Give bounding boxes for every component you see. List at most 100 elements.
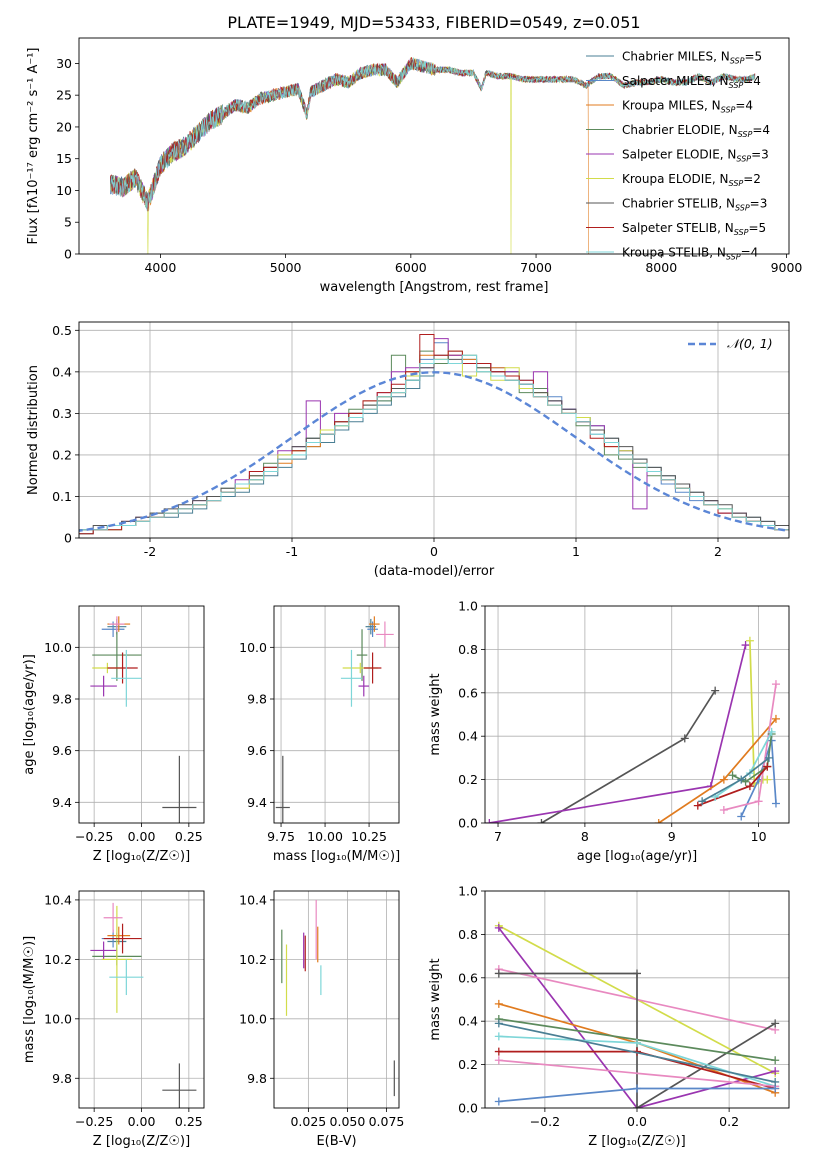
tick-label-y: 0.2 [52,447,72,462]
plus-marker [494,969,503,978]
plot-area [485,636,780,823]
errorbar-point [162,1063,197,1108]
plus-marker [719,775,728,784]
legend-label: Kroupa MILES, NSSP=4 [622,99,753,115]
tick-label-y: 10.4 [44,892,72,907]
age-vs-metallicity-panel: −0.25 0.00 0.25 9.4 9.6 9.8 10.0 Z [log₁₀(Z/Z☉)… [22,605,205,864]
plus-marker [633,1084,641,1093]
legend-label: Kroupa ELODIE, NSSP=2 [622,172,761,188]
tick-label-x: 0.25 [175,829,203,844]
tick-label-y: 9.8 [247,1071,267,1086]
plus-marker [741,641,750,650]
plus-marker [771,714,780,723]
plus-marker [771,1056,780,1065]
legend-label: 𝒩(0, 1) [727,336,773,351]
errorbar-point [111,649,142,707]
massweight-vs-age-panel: 7 8 9 10 0.0 0.2 0.4 0.6 0.8 1.0 age [log₁₀(age/yr… [428,599,790,864]
axes-frame [78,37,790,255]
tick-label-y: 10.0 [44,1011,72,1026]
plus-marker [763,775,772,784]
tick-label-y: 0.2 [458,772,478,787]
plus-marker [771,1019,780,1028]
plus-marker [737,812,746,821]
tick-label-x: 0.025 [290,1114,326,1129]
errorbar-point [109,616,125,632]
axes-frame [78,890,205,1109]
plus-marker [711,686,720,695]
tick-label-y: 10.2 [44,952,72,967]
plus-marker [494,923,503,932]
massweight-line [498,1059,776,1088]
y-axis-label: Normed distribution [26,365,41,495]
tick-label-y: 9.8 [52,1071,72,1086]
x-axis-label: Z [log₁₀(Z/Z☉)] [93,1134,190,1149]
tick-label-y: 25 [56,88,72,103]
plus-marker [719,805,728,814]
errorbar-point [356,629,368,681]
tick-label-y: 0.0 [458,816,478,831]
tick-label-y: 0 [64,531,72,546]
tick-label-y: 0.5 [52,323,72,338]
spectrum-panel: 4000 5000 6000 7000 8000 9000 0 5 10 15 20 25 30 wave… [26,37,803,295]
legend-label: Salpeter ELODIE, NSSP=3 [622,148,769,164]
massweight-line [498,927,776,1108]
tick-label-y: 9.4 [52,795,72,810]
axes-frame [273,890,400,1109]
axes-frame [78,321,790,539]
tick-label-y: 9.8 [52,692,72,707]
plus-marker [680,734,689,743]
legend-label: Chabrier ELODIE, NSSP=4 [622,123,770,139]
figure-title: PLATE=1949, MJD=53433, FIBERID=0549, z=0… [227,13,640,32]
tick-label-x: 7 [494,829,502,844]
tick-label-x: 2 [714,544,722,559]
tick-label-x: 0.00 [128,829,156,844]
errorbar-point [162,755,197,823]
x-axis-label: age [log₁₀(age/yr)] [577,849,698,864]
tick-label-x: 0 [430,544,438,559]
mass-vs-metallicity-panel: −0.25 0.00 0.25 9.8 10.0 10.2 10.4 Z [log₁₀(Z/Z… [22,890,205,1149]
tick-label-x: 9000 [771,260,803,275]
plus-marker [741,777,750,786]
errorbar-point [90,941,117,960]
tick-label-y: 10.4 [239,892,267,907]
massweight-vs-metallicity-panel: −0.2 0.0 0.2 0.0 0.2 0.4 0.6 0.8 1.0 Z [log₁₀(Z/Z… [428,884,790,1149]
tick-label-x: 0.075 [369,1114,405,1129]
age-vs-mass-panel: 9.75 10.00 10.25 9.4 9.6 9.8 10.0 mass [log₁₀(M… [239,605,400,864]
x-axis-label: Z [log₁₀(Z/Z☉)] [588,1134,685,1149]
plot-area [90,616,197,823]
plus-marker [494,1097,503,1106]
legend-label: Kroupa STELIB, NSSP=4 [622,246,758,262]
spectrum-line [110,58,589,254]
x-axis-label: wavelength [Angstrom, rest frame] [320,280,549,295]
plus-marker [633,969,641,978]
tick-label-y: 0.3 [52,406,72,421]
tick-label-x: 0.2 [719,1114,739,1129]
tick-label-x: 10.00 [307,829,343,844]
plot-area [79,334,789,538]
tick-label-y: 0.8 [458,927,478,942]
errorbar-point [92,629,142,681]
errorbar-point [109,959,144,996]
tick-label-x: -1 [286,544,298,559]
tick-label-x: 0.050 [330,1114,366,1129]
plot-area [110,56,756,254]
legend-label: Salpeter STELIB, NSSP=5 [622,221,766,237]
tick-label-y: 10 [56,183,72,198]
x-axis-label: E(B-V) [316,1134,356,1149]
plus-marker [767,727,776,736]
tick-label-x: −0.25 [75,1114,113,1129]
tick-label-y: 0.4 [458,1014,478,1029]
tick-label-y: 20 [56,119,72,134]
tick-label-y: 9.4 [247,795,267,810]
errorbar-point [358,675,370,697]
tick-label-x: 5000 [270,260,302,275]
plus-marker [745,782,754,791]
massweight-line [732,733,773,783]
tick-label-x: 0.0 [627,1114,647,1129]
tick-label-y: 0.0 [458,1101,478,1116]
errorbar-point [101,905,133,1013]
tick-label-y: 0.4 [52,364,72,379]
mass-vs-ebv-panel: 0.025 0.050 0.075 9.8 10.0 10.2 10.4 E(B-V) [239,890,405,1149]
tick-label-y: 30 [56,56,72,71]
